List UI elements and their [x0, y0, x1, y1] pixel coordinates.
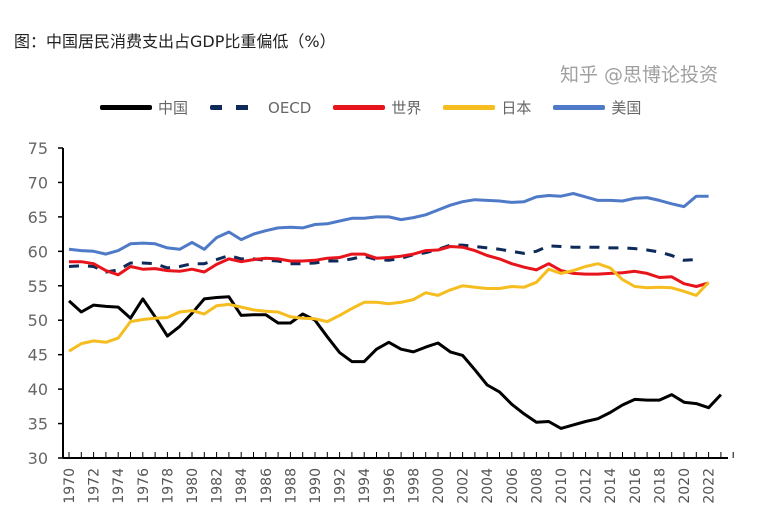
y-tick-label: 70	[28, 173, 48, 192]
x-tick-label: 2010	[554, 468, 570, 504]
series-line-中国	[67, 295, 722, 430]
legend-item: 中国	[100, 97, 188, 118]
x-tick-label: 2000	[431, 468, 447, 504]
x-tick-label: 1982	[210, 468, 226, 504]
legend-item: 日本	[443, 97, 531, 118]
x-tick-label: 2018	[652, 468, 668, 504]
y-tick-label: 30	[28, 449, 48, 468]
x-tick-label: 1978	[160, 468, 176, 504]
y-tick-label: 35	[28, 415, 48, 434]
x-tick-label: 2006	[505, 468, 521, 504]
x-tick-label: 2008	[529, 468, 545, 504]
y-tick-label: 75	[28, 139, 48, 158]
legend-swatch	[100, 105, 152, 110]
y-tick-label: 60	[28, 242, 48, 261]
x-tick-label: 1986	[259, 468, 275, 504]
series-line-日本	[68, 262, 710, 353]
x-tick-label: 1972	[87, 468, 103, 504]
legend-label: 中国	[158, 99, 189, 117]
y-tick-label: 40	[28, 380, 48, 399]
series-line-世界	[69, 245, 710, 288]
legend-label: OECD	[268, 98, 312, 117]
legend-swatch	[553, 105, 606, 110]
legend-swatch	[333, 105, 386, 110]
legend-item: 美国	[553, 97, 641, 118]
legend-swatch	[210, 105, 263, 110]
legend-label: 美国	[611, 99, 642, 117]
legend-swatch	[443, 105, 496, 110]
legend: 中国 OECD 世界 日本 美国	[100, 97, 663, 118]
watermark: 知乎 @思博论投资	[560, 64, 719, 86]
x-tick-label: 2022	[702, 468, 718, 504]
x-tick-label: 1974	[111, 468, 127, 504]
x-tick-label: 1998	[406, 468, 422, 504]
x-tick-label: 1984	[234, 468, 250, 504]
x-tick-label: 2016	[628, 468, 644, 504]
x-tick-label: 2002	[456, 468, 472, 504]
x-tick-label: 1992	[333, 468, 349, 504]
x-tick-label: 1976	[136, 468, 152, 504]
series-line-美国	[68, 192, 709, 256]
x-tick-label: 2020	[677, 468, 693, 504]
x-tick-label: 2004	[480, 468, 496, 504]
legend-label: 日本	[501, 99, 532, 117]
legend-item: OECD	[210, 99, 311, 117]
y-tick-label: 65	[28, 208, 48, 227]
y-tick-label: 45	[28, 346, 48, 365]
legend-label: 世界	[391, 99, 422, 117]
legend-item: 世界	[333, 97, 421, 118]
x-tick-label: 2014	[603, 468, 619, 504]
y-tick-label: 50	[28, 311, 48, 330]
y-tick-label: 55	[28, 277, 48, 296]
x-tick-label: 1996	[382, 468, 398, 504]
x-tick-label: 1970	[62, 468, 78, 504]
chart-title: 图：中国居民消费支出占GDP比重偏低（%）	[14, 32, 336, 51]
x-tick-label: 2012	[579, 468, 595, 504]
x-tick-label: 1990	[308, 468, 324, 504]
x-tick-label: 1980	[185, 468, 201, 504]
series-line-OECD	[68, 243, 697, 274]
x-tick-label: 1988	[283, 468, 299, 504]
x-tick-label: 1994	[357, 468, 373, 504]
